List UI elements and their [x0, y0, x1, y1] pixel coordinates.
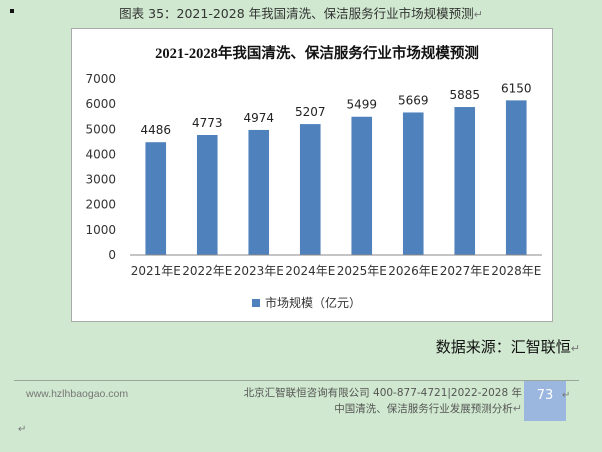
legend: 市场规模（亿元） — [252, 295, 361, 310]
bar — [248, 129, 270, 255]
bar — [196, 134, 218, 255]
paragraph-mark: ↵ — [512, 402, 522, 415]
figure-caption: 图表 35：2021-2028 年我国清洗、保洁服务行业市场规模预测↵ — [0, 3, 602, 22]
x-tick-label: 2024年E — [285, 264, 335, 278]
chart: 2021-2028年我国清洗、保洁服务行业市场规模预测 0 1000 2000 300… — [85, 44, 542, 310]
bar — [145, 142, 167, 255]
x-axis: 2021年E 2022年E 2023年E 2024年E 2025年E 2026年E 2027… — [130, 254, 542, 278]
bar — [351, 116, 373, 255]
data-label: 4486 — [140, 123, 171, 137]
bar — [299, 124, 321, 255]
y-tick-label: 6000 — [85, 97, 116, 111]
company-line-1: 北京汇智联恒咨询有限公司 400-877-4721|2022-2028 年 — [243, 387, 522, 399]
data-label: 5207 — [295, 105, 326, 119]
bar-series: 4486 4773 4974 5207 5499 5669 5885 6150 — [140, 81, 532, 255]
data-label: 5885 — [449, 88, 480, 102]
footer-website: www.hzlhbaogao.com — [26, 388, 129, 400]
data-label: 5499 — [346, 98, 377, 112]
x-tick-label: 2023年E — [234, 264, 284, 278]
caption-text: 图表 35：2021-2028 年我国清洗、保洁服务行业市场规模预测 — [119, 6, 474, 21]
y-tick-label: 7000 — [85, 72, 116, 86]
y-tick-label: 1000 — [85, 223, 116, 237]
x-tick-label: 2026年E — [388, 264, 438, 278]
footer-divider — [14, 380, 579, 381]
legend-swatch — [252, 299, 260, 307]
y-tick-label: 3000 — [85, 173, 116, 187]
x-tick-label: 2021年E — [131, 264, 181, 278]
chart-title: 2021-2028年我国清洗、保洁服务行业市场规模预测 — [155, 44, 479, 62]
company-line-2-text: 中国清洗、保洁服务行业发展预测分析 — [334, 403, 513, 415]
data-label: 4773 — [192, 116, 223, 130]
bar — [454, 107, 476, 255]
page-number: 73 — [536, 388, 554, 403]
data-label: 4974 — [243, 111, 274, 125]
x-tick-label: 2028年E — [491, 264, 541, 278]
paragraph-mark: ↵ — [562, 390, 571, 401]
y-tick-label: 5000 — [85, 122, 116, 136]
bullet-marker — [10, 9, 14, 13]
company-line-2: 中国清洗、保洁服务行业发展预测分析↵ — [244, 401, 522, 417]
chart-frame: 2021-2028年我国清洗、保洁服务行业市场规模预测 0 1000 2000 300… — [71, 28, 553, 322]
bar — [505, 100, 527, 255]
y-tick-label: 2000 — [85, 198, 116, 212]
y-axis: 0 1000 2000 3000 4000 5000 6000 7000 — [85, 72, 116, 262]
y-tick-label: 0 — [108, 248, 116, 262]
footer-company: 北京汇智联恒咨询有限公司 400-877-4721|2022-2028 年 中国… — [244, 386, 522, 417]
source-text: 数据来源：汇智联恒 — [435, 338, 571, 356]
x-tick-label: 2025年E — [337, 264, 387, 278]
paragraph-mark: ↵ — [473, 8, 483, 21]
paragraph-mark: ↵ — [18, 424, 27, 435]
data-label: 5669 — [398, 93, 429, 107]
paragraph-mark: ↵ — [570, 342, 580, 355]
page-number-box: 73 — [524, 381, 566, 421]
data-label: 6150 — [501, 81, 532, 95]
legend-label: 市场规模（亿元） — [265, 295, 361, 310]
x-tick-label: 2022年E — [182, 264, 232, 278]
bar — [402, 112, 424, 255]
data-source: 数据来源：汇智联恒↵ — [436, 336, 580, 357]
y-tick-label: 4000 — [85, 147, 116, 161]
x-tick-label: 2027年E — [440, 264, 490, 278]
